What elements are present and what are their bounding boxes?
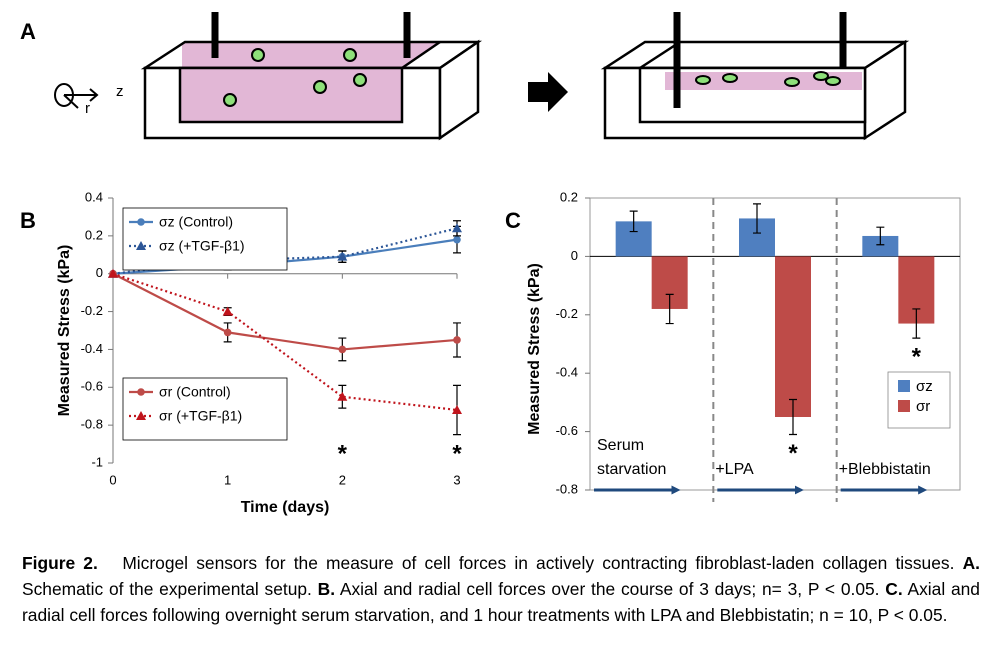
legend-swatch (898, 400, 910, 412)
tick-label: -0.2 (556, 306, 578, 321)
bar (775, 256, 811, 417)
tick-label: 0 (571, 248, 578, 263)
x-axis-title: Time (days) (241, 499, 330, 516)
legend (122, 207, 288, 271)
caption-text: A. (962, 553, 980, 573)
point (452, 405, 462, 414)
error-bar (789, 398, 797, 436)
legend-swatch (898, 380, 910, 392)
error-bar (912, 308, 921, 339)
error-bar (665, 293, 674, 325)
legend-marker (136, 241, 146, 250)
tick-label: -0.4 (81, 341, 103, 356)
tick-label: -0.8 (556, 481, 578, 496)
caption-text: C. (885, 579, 903, 599)
significance: * (452, 440, 462, 467)
caption-text: Figure 2. (22, 553, 98, 573)
tick-label: -0.4 (556, 365, 578, 380)
schematic-after (600, 12, 910, 141)
caption-text: Axial and radial cell forces following o… (22, 579, 985, 625)
arrow (528, 72, 568, 112)
error-bar (629, 210, 638, 233)
caption-text: Axial and radial cell forces over the co… (335, 579, 886, 599)
panel-label: B (20, 208, 36, 233)
caption-text: B. (317, 579, 336, 599)
tick-label: 3 (453, 472, 460, 487)
legend (122, 377, 288, 441)
axes-symbol (54, 83, 99, 109)
caption-text: Schematic of the experimental setup. (22, 553, 985, 599)
legend-label: σr (+TGF-β1) (159, 408, 242, 424)
legend-marker (136, 411, 146, 420)
caption-text: Microgel sensors for the measure of cell… (97, 553, 963, 573)
point (222, 306, 233, 316)
point (108, 268, 118, 278)
legend-marker (137, 218, 145, 226)
legend-label: σr (916, 398, 930, 415)
series-line (112, 272, 458, 351)
tick-label: 0.2 (85, 227, 103, 242)
bar (862, 235, 899, 257)
point (452, 223, 462, 233)
legend-label: σz (+TGF-β1) (159, 238, 245, 254)
point (338, 345, 347, 354)
point (453, 235, 461, 244)
y-axis-title: Measured Stress (kPa) (56, 245, 73, 417)
series-line (112, 272, 458, 412)
category-label: +Blebbistatin (838, 461, 931, 478)
legend-marker (137, 388, 145, 396)
tick-label: 0.2 (560, 189, 578, 204)
tick-label: 2 (339, 472, 346, 487)
error-bar (753, 203, 761, 234)
tick-label: -0.8 (81, 417, 103, 432)
tick-label: 0 (96, 265, 103, 280)
significance: * (912, 344, 922, 371)
point (223, 328, 232, 337)
point (337, 391, 348, 401)
axis-label: r (85, 100, 90, 117)
tick-label: 0.4 (85, 189, 103, 204)
significance: * (338, 440, 348, 467)
category-label: Serum starvation (597, 437, 667, 478)
tick-label: -1 (91, 454, 103, 469)
category-label: +LPA (715, 461, 754, 478)
schematic-before (140, 12, 483, 141)
axis-label: z (116, 83, 124, 100)
panel-label: C (505, 208, 521, 233)
figure: z r A B C -1 -0.8 -0.6 -0.4 -0.2 0 0.2 0.4 0 1 2 3 T… (20, 12, 961, 516)
tick-label: 0 (109, 472, 116, 487)
legend-label: σz (916, 378, 933, 395)
legend-label: σr (Control) (159, 384, 231, 400)
point (337, 251, 348, 261)
tick-label: -0.2 (81, 303, 103, 318)
significance: * (788, 440, 798, 467)
caption: Figure 2. Microgel sensors for the measu… (22, 550, 980, 628)
point (453, 336, 461, 344)
tick-label: -0.6 (81, 379, 103, 394)
panel-label: A (20, 19, 36, 44)
legend-label: σz (Control) (159, 214, 233, 230)
tick-label: -0.6 (556, 423, 578, 438)
tick-label: 1 (224, 472, 231, 487)
error-bar (876, 226, 885, 246)
y-axis-title: Measured Stress (kPa) (526, 263, 543, 435)
